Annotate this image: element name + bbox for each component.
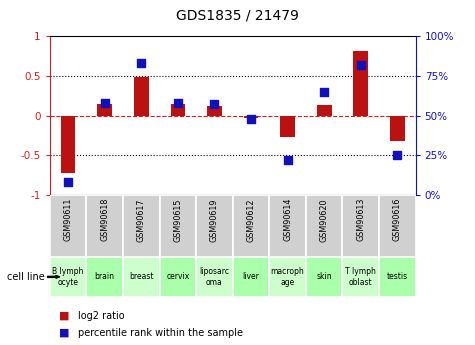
Point [393,152,401,158]
Text: breast: breast [129,272,153,282]
Bar [269,195,306,257]
Text: GSM90615: GSM90615 [173,198,182,241]
Bar [342,257,379,297]
Text: B lymph
ocyte: B lymph ocyte [52,267,84,287]
Bar [160,257,196,297]
Text: GSM90617: GSM90617 [137,198,146,241]
Bar [196,195,233,257]
Bar [379,195,416,257]
Text: log2 ratio: log2 ratio [78,311,125,321]
Bar [123,257,160,297]
Bar [123,195,160,257]
Bar [196,257,233,297]
Bar [306,257,342,297]
Text: GSM90616: GSM90616 [393,198,402,241]
Bar [134,77,149,116]
Bar [50,195,86,257]
Bar [50,257,86,297]
Bar [97,104,112,116]
Text: skin: skin [316,272,332,282]
Point [174,100,181,106]
Text: cell line: cell line [8,272,45,282]
Text: GSM90618: GSM90618 [100,198,109,241]
Bar [353,50,368,116]
Point [320,89,328,95]
Point [211,102,218,107]
Point [247,116,255,121]
Text: GSM90613: GSM90613 [356,198,365,241]
Text: cervix: cervix [166,272,190,282]
Bar [317,105,332,116]
Text: percentile rank within the sample: percentile rank within the sample [78,328,243,338]
Text: GSM90611: GSM90611 [64,198,73,241]
Point [101,100,108,106]
Text: liposarc
oma: liposarc oma [200,267,229,287]
Bar [86,257,123,297]
Text: macroph
age: macroph age [271,267,304,287]
Bar [306,195,342,257]
Text: T lymph
oblast: T lymph oblast [345,267,376,287]
Text: GDS1835 / 21479: GDS1835 / 21479 [176,9,299,23]
Bar [244,116,258,118]
Point [64,179,72,185]
Bar [61,116,76,173]
Text: ■: ■ [59,328,70,338]
Bar [390,116,405,141]
Bar [379,257,416,297]
Text: GSM90612: GSM90612 [247,198,256,241]
Bar [171,104,185,116]
Text: GSM90620: GSM90620 [320,198,329,241]
Bar [233,257,269,297]
Text: ■: ■ [59,311,70,321]
Text: testis: testis [387,272,408,282]
Bar [269,257,306,297]
Bar [280,116,295,137]
Bar [342,195,379,257]
Text: liver: liver [243,272,259,282]
Text: GSM90619: GSM90619 [210,198,219,241]
Bar [233,195,269,257]
Point [357,62,365,68]
Text: brain: brain [95,272,115,282]
Text: GSM90614: GSM90614 [283,198,292,241]
Bar [207,106,222,116]
Bar [86,195,123,257]
Point [138,60,145,66]
Point [284,157,292,163]
Bar [160,195,196,257]
